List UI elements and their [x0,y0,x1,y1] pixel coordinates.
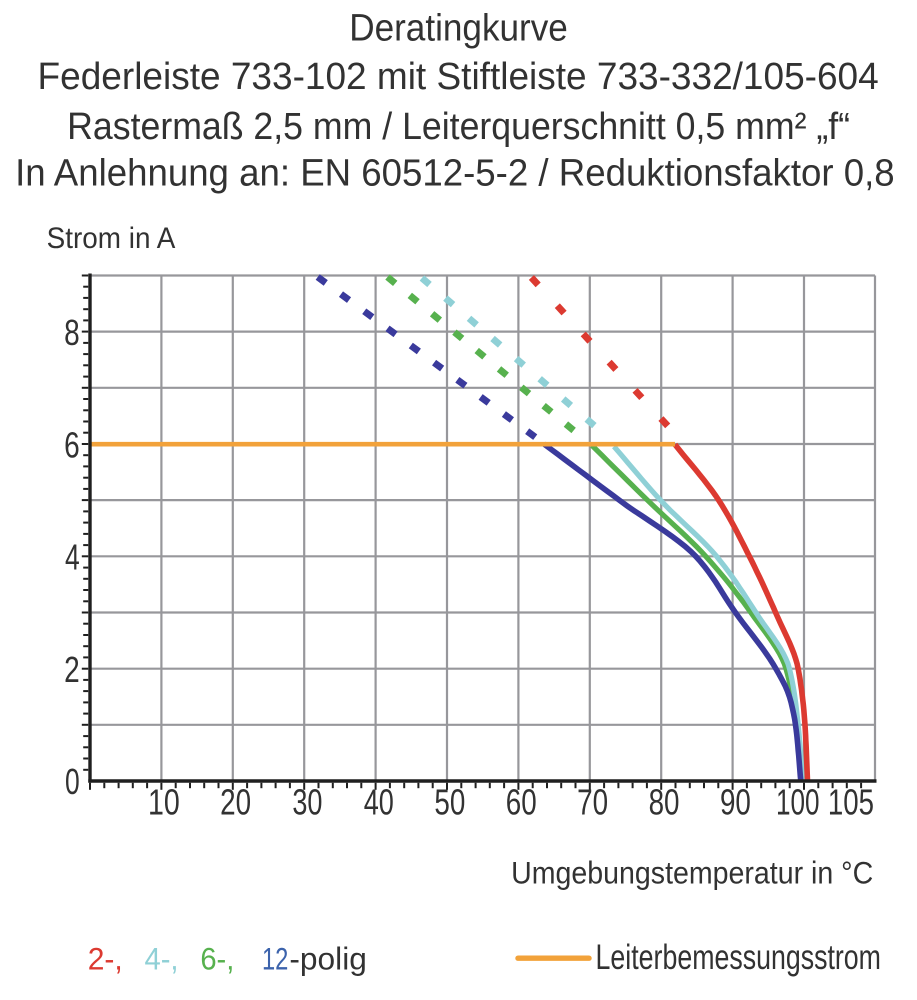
svg-text:Rastermaß 2,5 mm / Leiterquers: Rastermaß 2,5 mm / Leiterquerschnitt 0,5… [67,105,850,147]
svg-text:105: 105 [828,782,874,823]
svg-text:In Anlehnung an: EN 60512-5-2: In Anlehnung an: EN 60512-5-2 / Reduktio… [15,151,895,194]
svg-text:40: 40 [364,782,394,823]
svg-text:20: 20 [220,782,251,822]
svg-text:8: 8 [64,312,80,352]
svg-text:Leiterbemessungsstrom: Leiterbemessungsstrom [596,937,881,977]
svg-text:2-,: 2-, [88,941,123,977]
svg-text:30: 30 [292,782,322,823]
svg-text:90: 90 [720,782,751,822]
svg-text:12: 12 [262,941,288,976]
svg-text:0: 0 [65,761,80,802]
svg-text:4: 4 [65,536,80,577]
svg-text:10: 10 [148,781,180,822]
svg-text:60: 60 [506,782,537,822]
svg-text:6-,: 6-, [200,943,234,977]
svg-text:70: 70 [577,782,608,822]
svg-text:4-,: 4-, [144,943,178,977]
svg-text:2: 2 [64,649,80,689]
svg-text:80: 80 [649,782,680,822]
svg-text:Deratingkurve: Deratingkurve [349,7,568,49]
svg-text:100: 100 [776,781,820,822]
svg-text:6: 6 [64,425,80,465]
svg-text:Strom in A: Strom in A [47,222,176,255]
svg-text:50: 50 [434,782,465,822]
svg-text:Federleiste 733-102 mit Stiftl: Federleiste 733-102 mit Stiftleiste 733-… [38,55,879,97]
svg-text:-polig: -polig [289,941,366,977]
svg-text:Umgebungstemperatur in °C: Umgebungstemperatur in °C [511,857,873,891]
